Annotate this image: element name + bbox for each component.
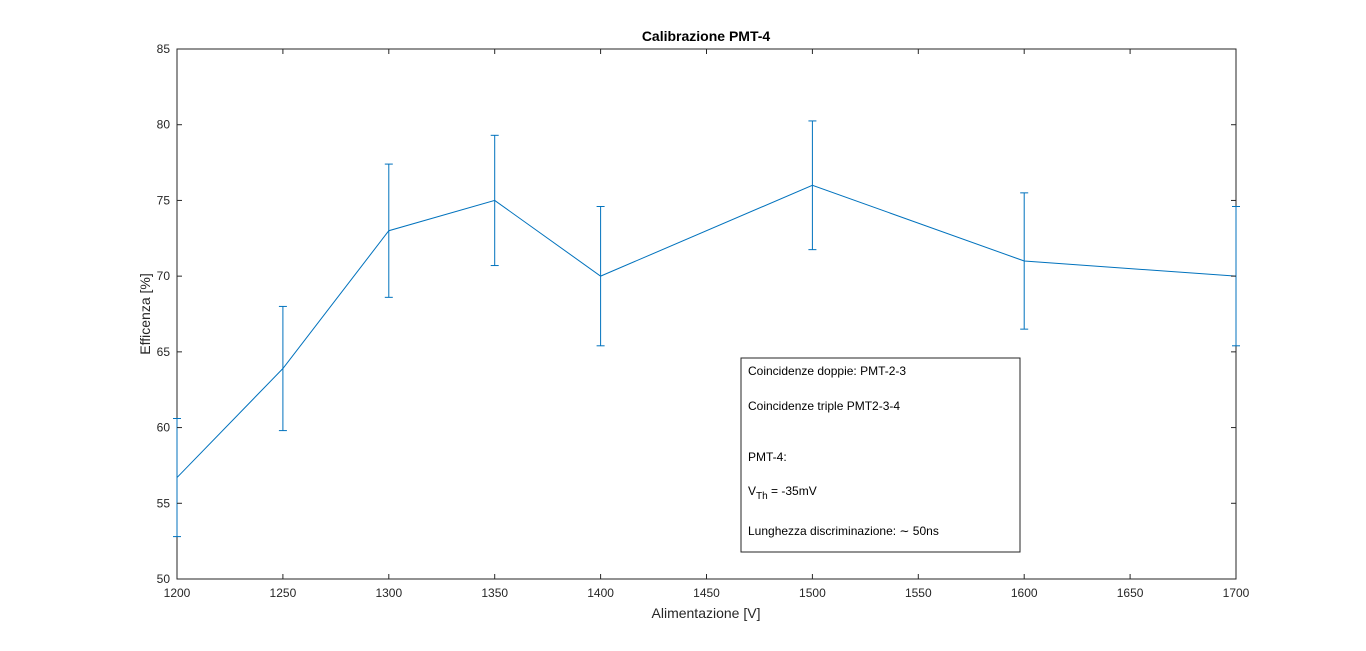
series-line [176, 184, 1237, 478]
error-bar [278, 305, 287, 432]
x-tick-label: 1250 [270, 586, 297, 600]
x-tick-label: 1500 [799, 586, 826, 600]
vth-value: = -35mV [768, 484, 817, 498]
x-tick-label: 1400 [587, 586, 614, 600]
x-tick-label: 1300 [375, 586, 402, 600]
annotation-line-double: Coincidenze doppie: PMT-2-3 [748, 364, 906, 378]
x-axis-label: Alimentazione [V] [652, 605, 761, 621]
y-tick-label: 80 [157, 118, 171, 132]
series-layer [173, 120, 1240, 538]
vth-symbol: V [748, 484, 756, 498]
annotation-line-triple: Coincidenze triple PMT2-3-4 [748, 399, 900, 413]
error-bar [1020, 192, 1029, 330]
vth-subscript: Th [756, 491, 768, 502]
x-tick-label: 1600 [1011, 586, 1038, 600]
y-axis-label: Efficenza [%] [137, 273, 153, 354]
y-tick-label: 85 [157, 42, 171, 56]
x-tick-label: 1450 [693, 586, 720, 600]
x-tick-label: 1350 [481, 586, 508, 600]
x-tick-label: 1550 [905, 586, 932, 600]
x-tick-label: 1650 [1117, 586, 1144, 600]
annotation-line-pmt: PMT-4: [748, 450, 787, 464]
annotation-box: Coincidenze doppie: PMT-2-3 Coincidenze … [740, 357, 1021, 553]
error-bar [173, 417, 181, 538]
x-tick-label: 1700 [1223, 586, 1250, 600]
annotation-line-vth: VTh = -35mV [748, 484, 817, 502]
error-bar [808, 120, 817, 251]
y-tick-label: 55 [157, 496, 171, 510]
chart-title: Calibrazione PMT-4 [642, 28, 771, 44]
y-tick-label: 75 [157, 193, 171, 207]
y-tick-label: 70 [157, 269, 171, 283]
ticks-layer: 1200 1250 1300 1350 1400 1450 1500 1550 1600 1650… [157, 42, 1250, 600]
error-bar [596, 205, 605, 347]
x-tick-label: 1200 [164, 586, 191, 600]
y-tick-label: 50 [157, 572, 171, 586]
y-tick-label: 65 [157, 345, 171, 359]
error-bar [384, 163, 393, 298]
y-tick-label: 60 [157, 421, 171, 435]
error-bar [490, 134, 499, 267]
annotation-line-length: Lunghezza discriminazione: ∼ 50ns [748, 524, 939, 538]
